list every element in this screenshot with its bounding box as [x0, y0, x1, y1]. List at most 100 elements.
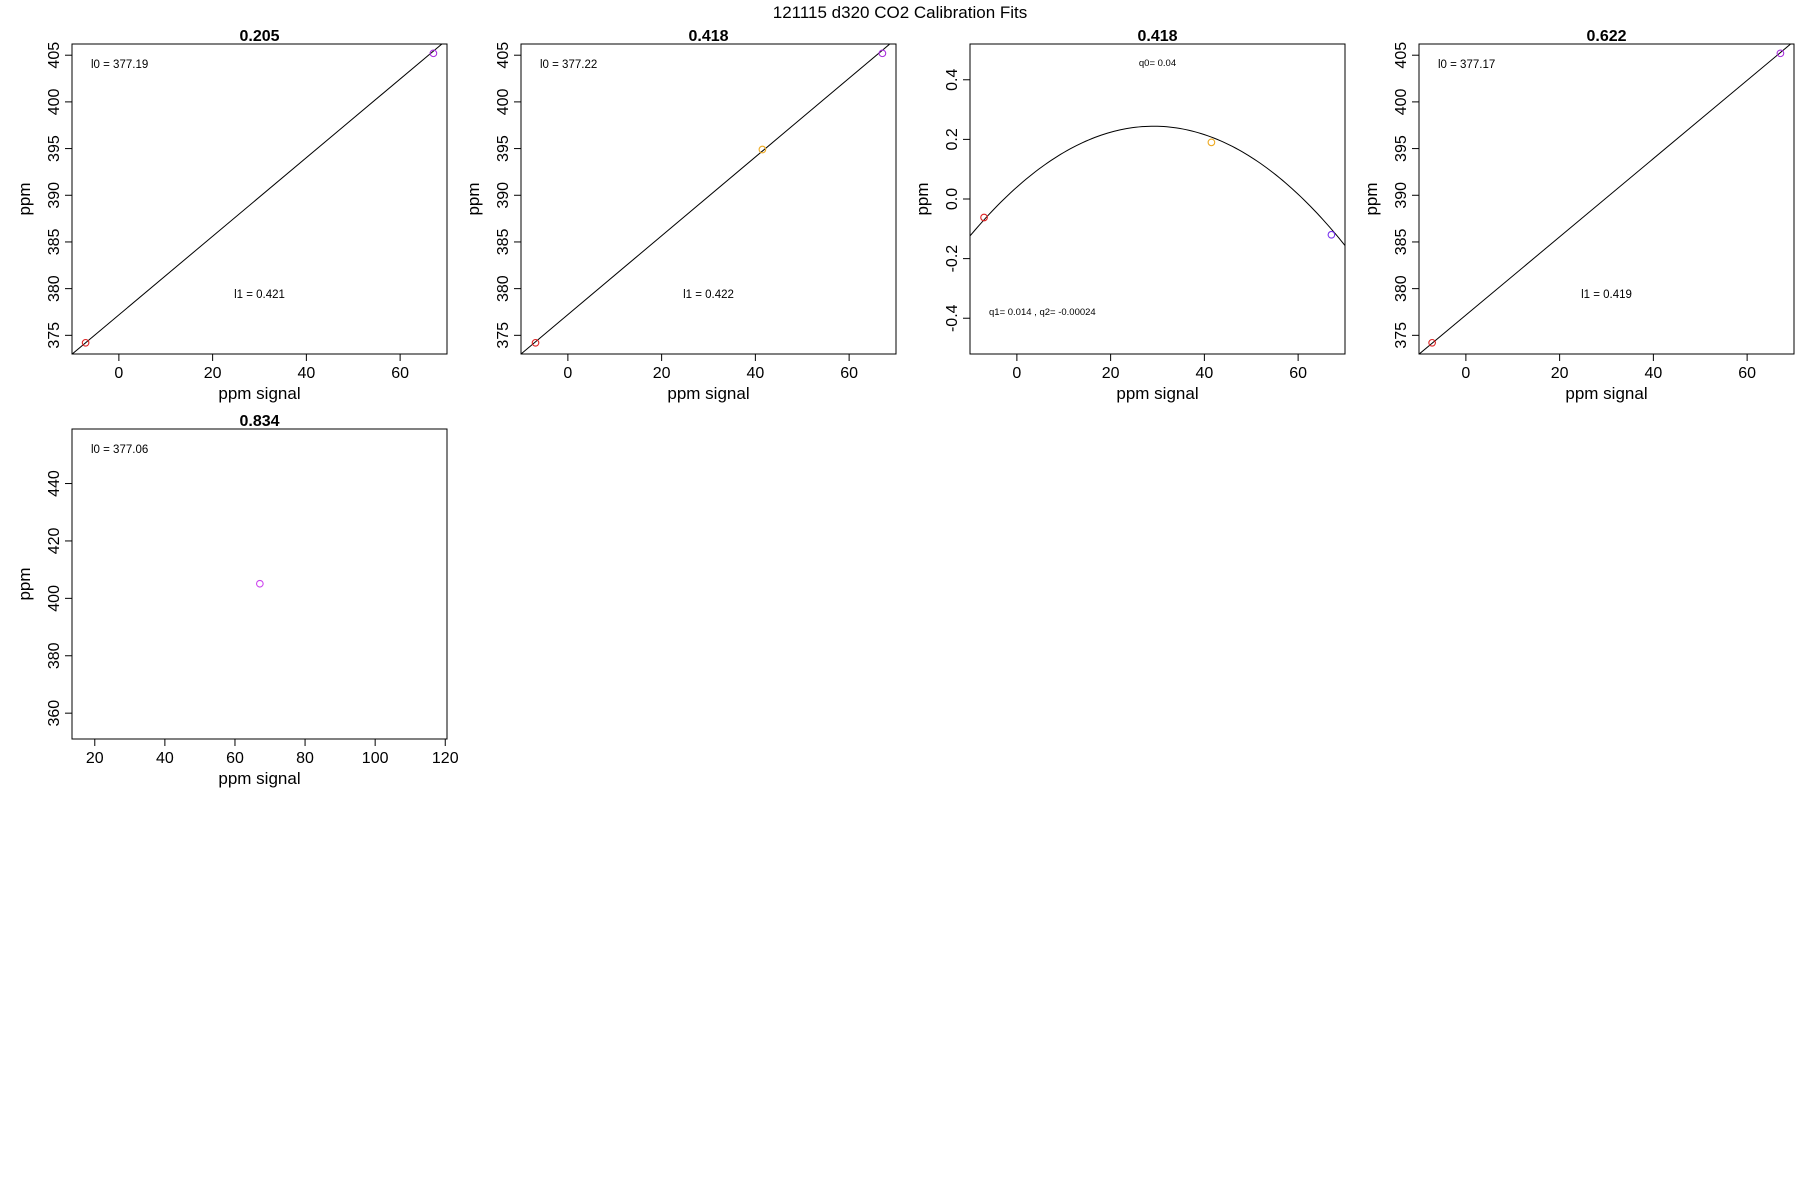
chart-panel-1: 0.205 0 20 40 60 ppm signal 375 380 385 390 395 400… [15, 28, 448, 403]
chart-panel-5: 0.834 20 40 60 80 100 120 ppm signal 360 380 400 42… [15, 413, 459, 788]
x-tick-label: 40 [746, 365, 764, 382]
data-point [429, 49, 438, 58]
y-tick-label: 380 [46, 275, 63, 302]
x-axis-label: ppm signal [218, 769, 300, 788]
data-point [531, 338, 540, 347]
y-axis-label: ppm [913, 182, 932, 215]
x-tick-label: 0 [563, 365, 572, 382]
plot-frame [520, 43, 897, 355]
y-tick-label: 380 [46, 642, 63, 669]
y-axis-label: ppm [464, 182, 483, 215]
x-tick-label: 40 [1195, 365, 1213, 382]
data-point [1428, 338, 1436, 347]
y-tick-label: -0.4 [944, 304, 961, 332]
panel-title: 0.205 [239, 28, 279, 45]
figure-title: 121115 d320 CO2 Calibration Fits [773, 3, 1028, 22]
y-tick-label: 380 [495, 275, 512, 302]
y-tick-label: 0.0 [944, 188, 961, 210]
x-tick-label: 20 [1102, 365, 1120, 382]
y-tick-label: 400 [495, 88, 512, 115]
y-tick-label: 375 [1393, 322, 1410, 349]
fit-group [1419, 44, 1792, 354]
y-tick-label: 395 [1393, 135, 1410, 162]
chart-panel-3: 0.418 0 20 40 60 ppm signal -0.4 -0.2 0.0 0.2 0.4 p… [913, 28, 1346, 403]
x-tick-label: 20 [1551, 365, 1569, 382]
y-axis-label: ppm [15, 567, 34, 600]
annotation: l0 = 377.22 [540, 59, 597, 71]
annotation: l0 = 377.06 [91, 444, 148, 456]
y-tick-label: 400 [46, 88, 63, 115]
x-tick-label: 0 [1461, 365, 1470, 382]
y-tick-label: 405 [495, 42, 512, 69]
x-tick-label: 60 [391, 365, 409, 382]
y-tick-label: 385 [1393, 229, 1410, 256]
y-tick-label: 400 [1393, 88, 1410, 115]
x-axis-label: ppm signal [218, 384, 300, 403]
annotation: q1= 0.014 , q2= -0.00024 [989, 307, 1096, 318]
plot-frame [71, 428, 448, 740]
data-point [758, 145, 767, 154]
x-axis-label: ppm signal [1565, 384, 1647, 403]
y-tick-label: 440 [46, 470, 63, 497]
chart-panel-4: 0.622 0 20 40 60 ppm signal 375 380 385 390 395 400… [1362, 28, 1795, 403]
x-tick-label: 100 [362, 750, 389, 767]
y-tick-label: 380 [1393, 275, 1410, 302]
y-tick-label: 405 [1393, 42, 1410, 69]
x-tick-label: 20 [204, 365, 222, 382]
chart-panel-2: 0.418 0 20 40 60 ppm signal 375 380 385 390 395 400… [464, 28, 897, 403]
y-axis-label: ppm [1362, 182, 1381, 215]
data-point [1327, 230, 1336, 239]
annotation: l0 = 377.17 [1438, 59, 1495, 71]
fit-line [72, 44, 443, 354]
y-tick-label: 0.4 [944, 69, 961, 91]
x-tick-label: 60 [226, 750, 244, 767]
x-tick-label: 40 [297, 365, 315, 382]
x-tick-label: 60 [1738, 365, 1756, 382]
panel-title: 0.418 [1137, 28, 1177, 45]
y-tick-label: -0.2 [944, 245, 961, 273]
x-tick-label: 0 [1012, 365, 1021, 382]
x-tick-label: 40 [1644, 365, 1662, 382]
data-point [256, 579, 264, 588]
annotation: q0= 0.04 [1139, 58, 1176, 69]
y-tick-label: 395 [495, 135, 512, 162]
y-tick-label: 390 [495, 182, 512, 209]
annotation: l1 = 0.421 [234, 289, 285, 301]
x-tick-label: 60 [840, 365, 858, 382]
x-tick-label: 60 [1289, 365, 1307, 382]
y-tick-label: 0.2 [944, 128, 961, 150]
y-tick-label: 375 [46, 322, 63, 349]
fit-line [1419, 44, 1792, 354]
x-tick-label: 120 [432, 750, 459, 767]
y-axis-label: ppm [15, 182, 34, 215]
y-tick-label: 385 [46, 229, 63, 256]
y-tick-label: 360 [46, 700, 63, 727]
data-point [980, 213, 988, 222]
fit-group [72, 44, 443, 354]
annotation: l1 = 0.419 [1581, 289, 1632, 301]
y-tick-label: 385 [495, 229, 512, 256]
data-point [1207, 138, 1216, 147]
panel-title: 0.418 [688, 28, 728, 45]
x-axis-label: ppm signal [667, 384, 749, 403]
y-tick-label: 375 [495, 322, 512, 349]
x-tick-label: 20 [86, 750, 104, 767]
panel-title: 0.622 [1586, 28, 1626, 45]
fit-group [256, 579, 264, 588]
x-tick-label: 0 [114, 365, 123, 382]
x-tick-label: 80 [296, 750, 314, 767]
y-tick-label: 390 [46, 182, 63, 209]
data-point [1776, 49, 1785, 58]
data-point [878, 49, 887, 58]
y-tick-label: 420 [46, 527, 63, 554]
fit-curve [970, 125, 1345, 246]
x-tick-label: 20 [653, 365, 671, 382]
fit-group [970, 125, 1345, 246]
x-tick-label: 40 [156, 750, 174, 767]
fit-line [521, 44, 891, 354]
panel-title: 0.834 [239, 413, 279, 430]
y-tick-label: 390 [1393, 182, 1410, 209]
y-tick-label: 405 [46, 42, 63, 69]
annotation: l0 = 377.19 [91, 59, 148, 71]
